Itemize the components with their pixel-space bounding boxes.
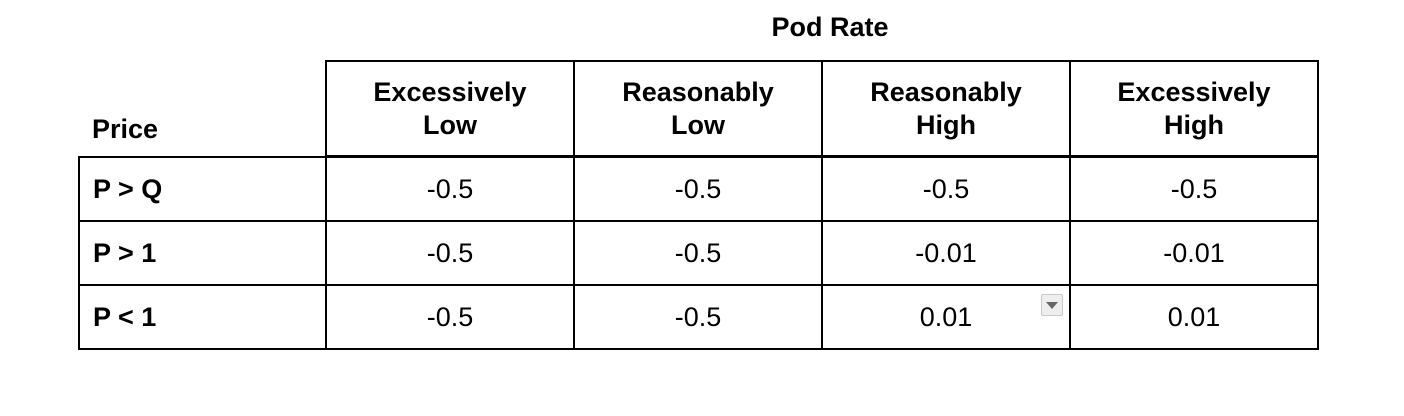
column-header-excessively-low[interactable]: Excessively Low bbox=[325, 60, 575, 157]
data-table: P > Q -0.5 -0.5 -0.5 -0.5 P > 1 -0.5 -0.… bbox=[78, 156, 1319, 350]
table-cell[interactable]: -0.5 bbox=[325, 284, 575, 350]
row-label[interactable]: P > Q bbox=[78, 156, 327, 222]
row-label[interactable]: P > 1 bbox=[78, 220, 327, 286]
table-cell[interactable]: -0.01 bbox=[821, 220, 1071, 286]
table-cell[interactable]: -0.5 bbox=[325, 156, 575, 222]
table-cell-selected[interactable]: 0.01 bbox=[821, 284, 1071, 350]
table-cell[interactable]: -0.5 bbox=[325, 220, 575, 286]
table-cell[interactable]: -0.01 bbox=[1069, 220, 1319, 286]
table-cell[interactable]: -0.5 bbox=[573, 156, 823, 222]
table-cell[interactable]: -0.5 bbox=[573, 220, 823, 286]
header-row: Price Excessively Low Reasonably Low Rea… bbox=[78, 60, 1319, 157]
table-cell[interactable]: -0.5 bbox=[1069, 156, 1319, 222]
table-cell[interactable]: -0.5 bbox=[821, 156, 1071, 222]
column-header-excessively-high[interactable]: Excessively High bbox=[1069, 60, 1319, 157]
table-title: Pod Rate bbox=[771, 12, 889, 42]
cell-value: 0.01 bbox=[919, 301, 973, 332]
table-cell[interactable]: -0.5 bbox=[573, 284, 823, 350]
row-label[interactable]: P < 1 bbox=[78, 284, 327, 350]
table-row: P > Q -0.5 -0.5 -0.5 -0.5 bbox=[78, 156, 1319, 222]
column-header-reasonably-high[interactable]: Reasonably High bbox=[821, 60, 1071, 157]
table-row: P > 1 -0.5 -0.5 -0.01 -0.01 bbox=[78, 220, 1319, 286]
column-header-reasonably-low[interactable]: Reasonably Low bbox=[573, 60, 823, 157]
chevron-down-icon[interactable] bbox=[1041, 294, 1063, 316]
row-header-label: Price bbox=[92, 114, 159, 144]
table-cell[interactable]: 0.01 bbox=[1069, 284, 1319, 350]
table-row: P < 1 -0.5 -0.5 0.01 0.01 bbox=[78, 284, 1319, 350]
